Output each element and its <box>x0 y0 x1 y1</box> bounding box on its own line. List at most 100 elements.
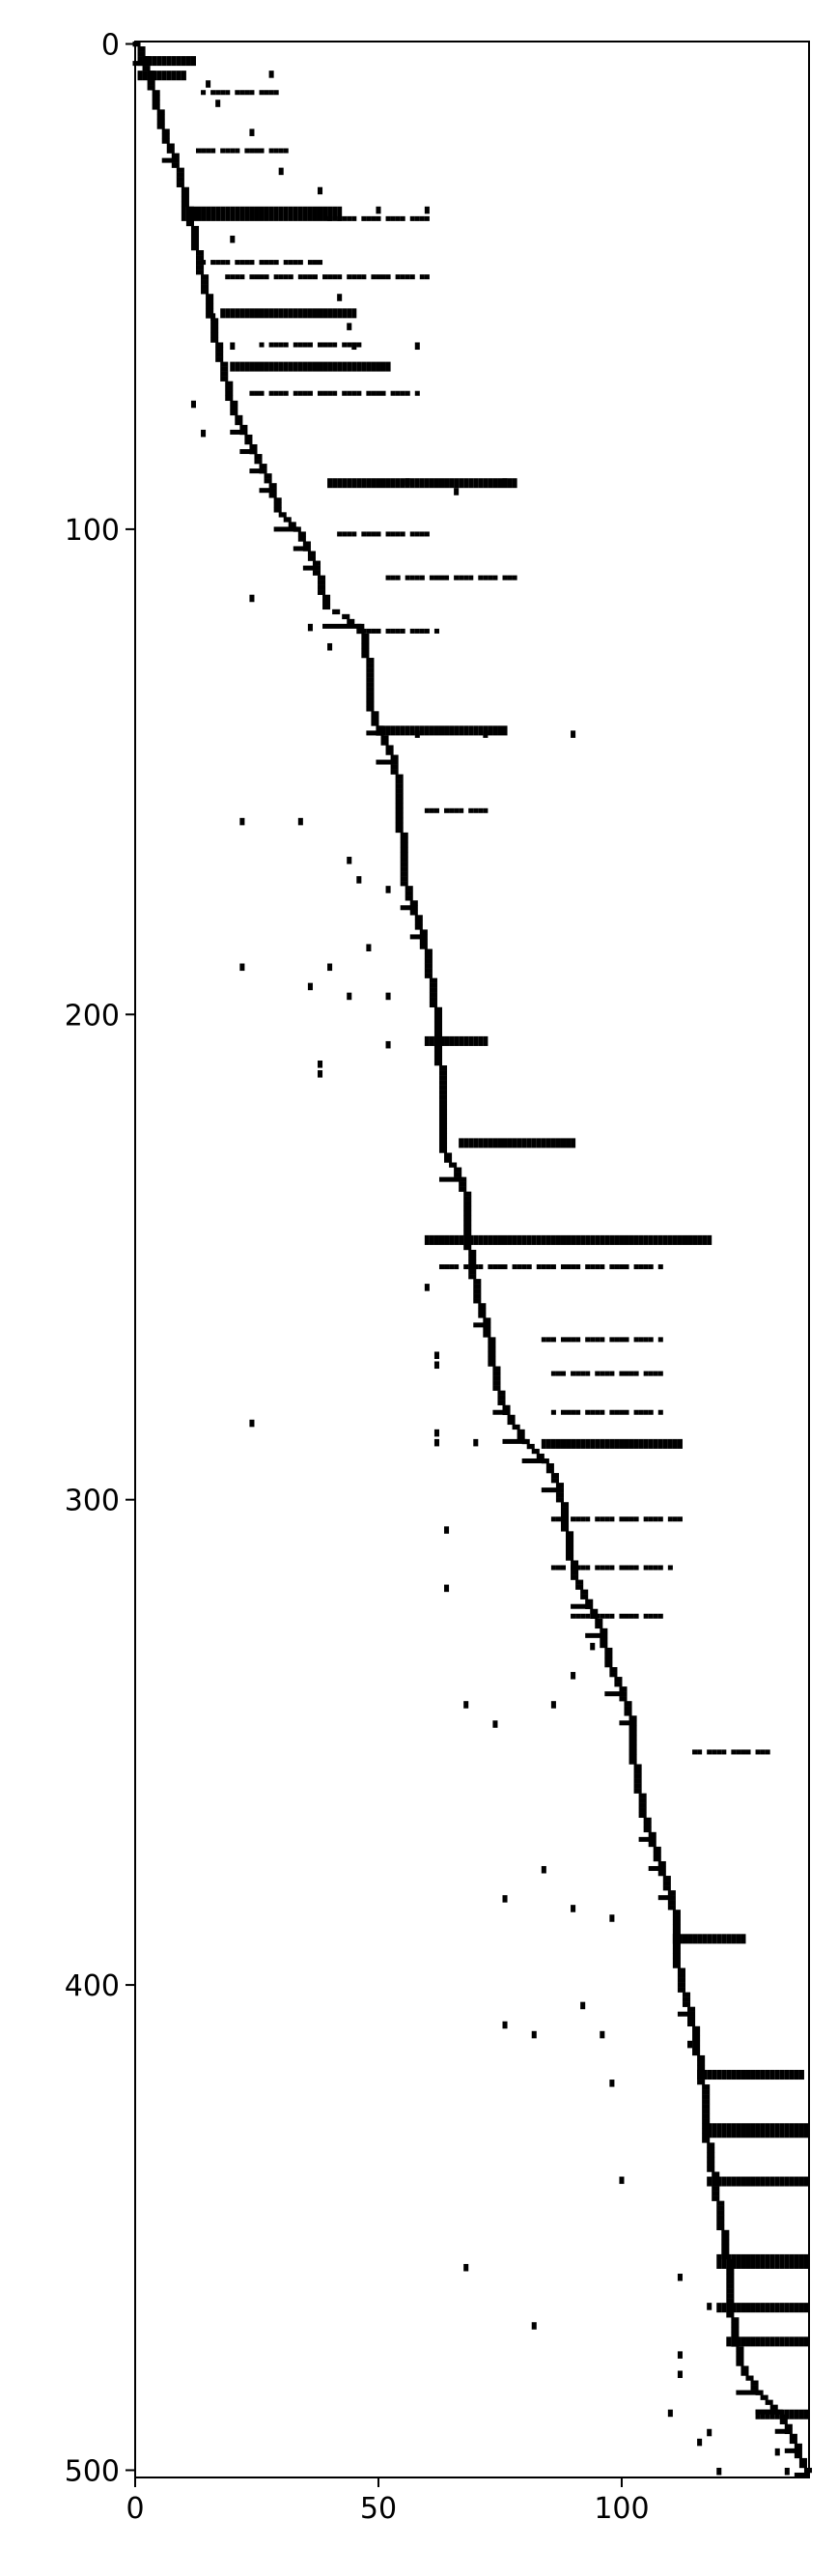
band-cell <box>438 575 445 580</box>
diagonal-cell <box>438 1090 448 1095</box>
band-cell <box>707 1749 712 1755</box>
diagonal-cell <box>395 807 404 814</box>
band-cell <box>707 1234 712 1245</box>
band-cell <box>517 1138 522 1148</box>
band-cell <box>478 478 484 489</box>
band-cell <box>575 1371 581 1376</box>
band-cell <box>726 2176 732 2187</box>
band-cell <box>332 361 338 372</box>
y-tick-label: 200 <box>65 999 120 1033</box>
diagonal-cell <box>633 1769 642 1774</box>
diagonal-cell <box>438 1147 448 1153</box>
band-cell <box>347 361 352 372</box>
band-cell <box>259 342 265 348</box>
diagonal-cell <box>181 186 189 192</box>
diagonal-cell <box>633 1783 642 1789</box>
band-cell <box>347 274 352 280</box>
band-cell <box>726 2336 732 2347</box>
diagonal-cell <box>707 2157 715 2163</box>
band-cell <box>716 2253 722 2269</box>
diagonal-cell <box>273 502 282 508</box>
band-cell <box>619 1613 625 1619</box>
band-cell <box>433 1035 439 1046</box>
band-cell <box>760 2069 766 2081</box>
band-cell <box>259 274 265 280</box>
diagonal-cell <box>235 414 243 421</box>
band-cell <box>201 260 207 266</box>
band-cell <box>624 1565 629 1571</box>
band-cell <box>409 215 415 221</box>
band-cell <box>716 2303 722 2313</box>
band-cell <box>312 361 318 372</box>
band-cell <box>283 342 289 348</box>
band-cell <box>278 148 284 154</box>
scatter-cell <box>600 2030 605 2039</box>
band-cell <box>731 2303 737 2313</box>
diagonal-cell <box>249 443 258 450</box>
band-cell <box>774 2303 780 2313</box>
band-cell <box>657 1516 663 1522</box>
band-cell <box>468 575 474 580</box>
band-cell <box>312 274 318 280</box>
diagonal-step-cell <box>293 546 308 552</box>
band-cell <box>371 215 377 221</box>
scatter-cell <box>347 992 352 1001</box>
band-cell <box>575 1516 581 1522</box>
band-cell <box>555 1438 561 1449</box>
band-cell <box>803 2336 809 2347</box>
diagonal-cell <box>312 570 321 576</box>
band-cell <box>604 1516 610 1522</box>
band-cell <box>268 361 274 372</box>
band-cell <box>619 1438 625 1449</box>
band-cell <box>716 2176 722 2187</box>
diagonal-cell <box>322 594 331 601</box>
band-cell <box>614 1337 620 1343</box>
band-cell <box>488 1264 493 1270</box>
band-cell <box>390 390 396 396</box>
band-cell <box>351 390 357 396</box>
diagonal-cell <box>575 1584 584 1590</box>
band-cell <box>721 2303 727 2313</box>
diagonal-cell <box>390 759 399 765</box>
band-cell <box>322 390 328 396</box>
diagonal-cell <box>433 1026 443 1033</box>
band-cell <box>550 1234 556 1245</box>
diagonal-cell <box>657 1871 666 1877</box>
band-cell <box>512 1138 517 1148</box>
band-cell <box>414 575 420 580</box>
scatter-cell <box>351 342 357 351</box>
diagonal-step-cell <box>239 449 255 455</box>
band-cell <box>293 206 298 221</box>
band-cell <box>137 56 143 67</box>
band-cell <box>161 71 167 81</box>
diagonal-cell <box>560 1526 570 1532</box>
diagonal-cell <box>702 2118 711 2124</box>
diagonal-cell <box>803 2467 813 2474</box>
band-cell <box>225 274 231 280</box>
diagonal-cell <box>731 2327 740 2333</box>
band-cell <box>774 2409 780 2420</box>
band-cell <box>600 1613 605 1619</box>
diagonal-cell <box>571 1570 579 1575</box>
band-cell <box>478 1138 484 1148</box>
scatter-cell <box>327 963 333 972</box>
band-cell <box>307 342 313 348</box>
diagonal-cell <box>468 1254 477 1260</box>
diagonal-cell <box>395 778 404 784</box>
diagonal-step-cell <box>302 565 318 571</box>
band-cell <box>502 1264 508 1270</box>
band-cell <box>488 575 493 580</box>
band-cell <box>657 1409 663 1415</box>
band-cell <box>473 725 479 736</box>
band-cell <box>774 2253 780 2269</box>
diagonal-cell <box>794 2452 802 2459</box>
band-cell <box>297 308 303 319</box>
diagonal-cell <box>264 473 272 479</box>
diagonal-cell <box>692 2050 701 2056</box>
band-cell <box>712 2069 717 2081</box>
band-cell <box>624 1337 629 1343</box>
band-cell <box>560 1565 567 1571</box>
scatter-cell <box>454 488 460 495</box>
band-cell <box>433 807 439 813</box>
band-cell <box>600 1264 605 1270</box>
